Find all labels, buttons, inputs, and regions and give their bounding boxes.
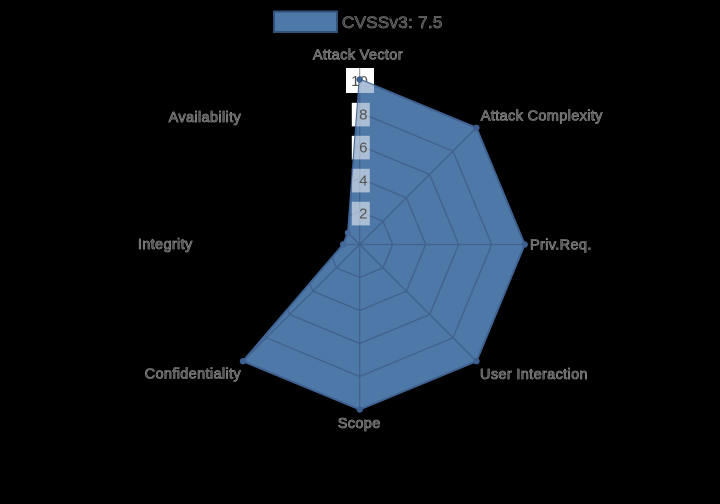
svg-text:Scope: Scope	[338, 416, 381, 432]
svg-text:User Interaction: User Interaction	[480, 367, 588, 383]
svg-text:4: 4	[359, 172, 367, 189]
svg-text:Integrity: Integrity	[138, 237, 193, 253]
svg-text:Priv.Req.: Priv.Req.	[530, 237, 592, 253]
svg-text:CVSSv3: 7.5: CVSSv3: 7.5	[342, 13, 443, 32]
svg-text:Availability: Availability	[169, 110, 242, 126]
svg-text:8: 8	[359, 106, 367, 123]
svg-text:Attack Complexity: Attack Complexity	[481, 109, 603, 125]
svg-text:2: 2	[359, 205, 367, 222]
svg-text:Attack Vector: Attack Vector	[313, 48, 403, 64]
svg-text:6: 6	[359, 139, 367, 156]
svg-text:Confidentiality: Confidentiality	[145, 367, 242, 383]
